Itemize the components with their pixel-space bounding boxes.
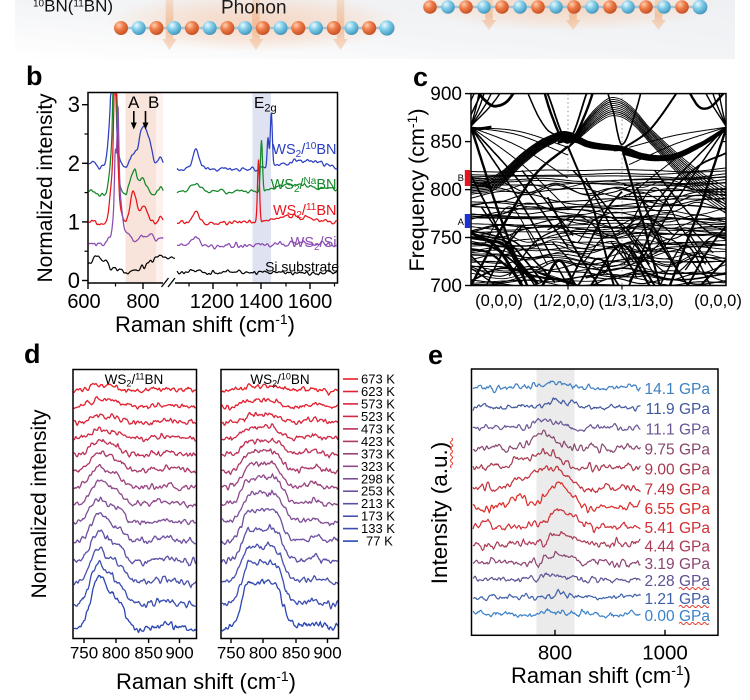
- svg-text:Si substrate: Si substrate: [265, 259, 339, 275]
- svg-text:7.49 GPa: 7.49 GPa: [645, 482, 711, 499]
- svg-text:Normalized intensity: Normalized intensity: [28, 409, 51, 599]
- svg-text:(0,0,0): (0,0,0): [694, 292, 742, 310]
- svg-text:673 K: 673 K: [361, 372, 395, 387]
- svg-text:473 K: 473 K: [361, 421, 395, 436]
- svg-text:9.75 GPa: 9.75 GPa: [645, 442, 711, 459]
- svg-text:5.41 GPa: 5.41 GPa: [645, 520, 711, 537]
- svg-text:3: 3: [68, 92, 80, 117]
- svg-text:1.21 GPa: 1.21 GPa: [645, 591, 711, 608]
- svg-text:800: 800: [249, 644, 277, 663]
- svg-text:1600: 1600: [288, 291, 333, 313]
- svg-text:750: 750: [70, 644, 98, 663]
- svg-text:850: 850: [430, 132, 462, 153]
- svg-text:e: e: [428, 340, 443, 370]
- svg-text:14.1 GPa: 14.1 GPa: [645, 381, 711, 398]
- svg-text:(1/3,1/3,0): (1/3,1/3,0): [598, 292, 673, 310]
- svg-text:298 K: 298 K: [361, 471, 395, 486]
- svg-text:A: A: [128, 93, 140, 112]
- svg-text:900: 900: [313, 644, 341, 663]
- svg-text:b: b: [26, 61, 43, 91]
- svg-text:Phonon: Phonon: [221, 0, 287, 19]
- svg-text:(1/2,0,0): (1/2,0,0): [533, 292, 594, 310]
- svg-text:c: c: [413, 62, 428, 92]
- svg-text:1: 1: [68, 209, 80, 234]
- svg-text:WS2/10BN: WS2/10BN: [250, 372, 309, 389]
- svg-text:600: 600: [67, 291, 100, 313]
- svg-text:800: 800: [102, 644, 130, 663]
- svg-text:213 K: 213 K: [361, 496, 395, 511]
- svg-text:523 K: 523 K: [361, 409, 395, 424]
- svg-text:d: d: [24, 339, 41, 369]
- svg-text:1400: 1400: [239, 291, 284, 313]
- svg-text:323 K: 323 K: [361, 459, 395, 474]
- svg-text:1200: 1200: [190, 291, 235, 313]
- svg-text:Frequency (cm-1): Frequency (cm-1): [404, 109, 429, 272]
- svg-text:800: 800: [430, 180, 462, 201]
- svg-text:800: 800: [126, 291, 159, 313]
- svg-text:173 K: 173 K: [361, 509, 395, 524]
- svg-text:WS2/Si: WS2/Si: [291, 235, 337, 253]
- svg-text:4.44 GPa: 4.44 GPa: [645, 539, 711, 556]
- svg-text:800: 800: [538, 641, 572, 664]
- svg-text:133 K: 133 K: [361, 521, 395, 536]
- svg-text:2.28 GPa: 2.28 GPa: [645, 573, 711, 590]
- svg-text:623 K: 623 K: [361, 384, 395, 399]
- svg-text:B: B: [148, 93, 159, 112]
- svg-text:Normalized intensity: Normalized intensity: [34, 93, 57, 283]
- svg-text:850: 850: [134, 644, 162, 663]
- svg-text:Intensity (a.u.): Intensity (a.u.): [427, 442, 452, 585]
- svg-text:Raman shift (cm-1): Raman shift (cm-1): [115, 311, 295, 337]
- svg-text:0: 0: [68, 268, 80, 293]
- svg-text:750: 750: [430, 228, 462, 249]
- svg-text:11.1 GPa: 11.1 GPa: [646, 422, 711, 439]
- svg-text:(0,0,0): (0,0,0): [475, 292, 523, 310]
- svg-text:11.9 GPa: 11.9 GPa: [646, 401, 711, 418]
- svg-text:2: 2: [68, 151, 80, 176]
- svg-text:9.00 GPa: 9.00 GPa: [645, 462, 711, 479]
- svg-text:850: 850: [282, 644, 310, 663]
- svg-text:700: 700: [430, 276, 462, 297]
- svg-text:373 K: 373 K: [361, 446, 395, 461]
- svg-text:77 K: 77 K: [366, 534, 393, 549]
- svg-text:WS2/11BN: WS2/11BN: [273, 202, 337, 221]
- svg-text:WS2/NaBN: WS2/NaBN: [271, 176, 337, 195]
- svg-text:253 K: 253 K: [361, 484, 395, 499]
- svg-text:573 K: 573 K: [361, 396, 395, 411]
- svg-text:WS2/10BN: WS2/10BN: [272, 141, 336, 160]
- svg-text:900: 900: [165, 644, 193, 663]
- svg-text:Raman shift (cm-1): Raman shift (cm-1): [116, 668, 296, 694]
- svg-text:3.19 GPa: 3.19 GPa: [645, 556, 711, 573]
- svg-text:0.00 GPa: 0.00 GPa: [645, 608, 711, 625]
- svg-text:WS2/11BN: WS2/11BN: [105, 372, 164, 389]
- svg-text:6.55 GPa: 6.55 GPa: [645, 501, 711, 518]
- svg-text:1000: 1000: [642, 641, 688, 664]
- svg-text:423 K: 423 K: [361, 434, 395, 449]
- svg-text:A: A: [458, 217, 465, 228]
- svg-text:900: 900: [430, 84, 462, 105]
- svg-text:750: 750: [217, 644, 245, 663]
- svg-text:B: B: [458, 173, 464, 184]
- svg-text:10BN(11BN): 10BN(11BN): [33, 0, 113, 16]
- svg-text:Raman shift (cm-1): Raman shift (cm-1): [511, 662, 691, 688]
